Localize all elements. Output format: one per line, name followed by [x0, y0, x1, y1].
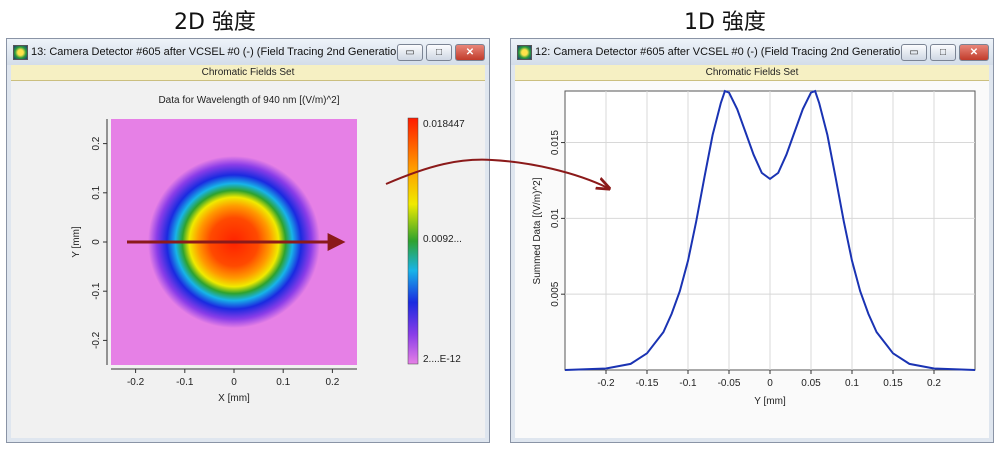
y-tick-label: 0.005 — [550, 281, 561, 306]
x-tick-label: -0.1 — [176, 377, 194, 388]
y-tick-label: -0.1 — [91, 282, 102, 300]
x-tick-label: 0.2 — [325, 377, 339, 388]
title-bar[interactable]: 12: Camera Detector #605 after VCSEL #0 … — [511, 39, 993, 65]
x-tick-label: 0 — [767, 378, 773, 389]
y-tick-label: 0.2 — [91, 136, 102, 150]
title-bar[interactable]: 13: Camera Detector #605 after VCSEL #0 … — [7, 39, 489, 65]
minimize-button[interactable]: ▭ — [397, 44, 423, 61]
x-tick-label: -0.15 — [636, 378, 659, 389]
heatmap-chart[interactable]: Data for Wavelength of 940 nm [(V/m)^2] … — [11, 81, 487, 436]
heading-2d: 2D 強度 — [174, 10, 256, 35]
plot-area-1d: -0.2 -0.15 -0.1 -0.05 0 0.05 0.1 0.15 0.2 0.005 0.… — [515, 81, 989, 438]
x-tick-label: 0.1 — [845, 378, 859, 389]
maximize-button[interactable]: □ — [930, 44, 956, 61]
plot-area-2d: Data for Wavelength of 940 nm [(V/m)^2] … — [11, 81, 485, 438]
y-tick-label: 0.015 — [550, 130, 561, 155]
x-tick-label: -0.05 — [718, 378, 741, 389]
colorbar-mid-label: 0.0092... — [423, 234, 462, 245]
x-tick-label: -0.2 — [597, 378, 615, 389]
chromatic-fields-bar: Chromatic Fields Set — [11, 65, 485, 81]
heading-1d: 1D 強度 — [684, 10, 766, 35]
y-tick-label: -0.2 — [91, 331, 102, 349]
colorbar-min-label: 2....E-12 — [423, 354, 461, 365]
y-axis-label: Summed Data [(V/m)^2] — [532, 177, 543, 284]
x-tick-label: 0.15 — [883, 378, 903, 389]
x-tick-label: 0.2 — [927, 378, 941, 389]
window-2d-intensity[interactable]: 13: Camera Detector #605 after VCSEL #0 … — [6, 38, 490, 443]
close-button[interactable]: ✕ — [455, 44, 485, 61]
app-icon — [517, 45, 532, 60]
window-title: 13: Camera Detector #605 after VCSEL #0 … — [31, 46, 406, 58]
x-axis-label: X [mm] — [218, 393, 250, 404]
minimize-button[interactable]: ▭ — [901, 44, 927, 61]
app-icon — [13, 45, 28, 60]
plot-title: Data for Wavelength of 940 nm [(V/m)^2] — [158, 95, 339, 106]
window-1d-intensity[interactable]: 12: Camera Detector #605 after VCSEL #0 … — [510, 38, 994, 443]
x-axis-label: Y [mm] — [754, 396, 786, 407]
x-tick-label: 0.1 — [276, 377, 290, 388]
y-axis-label: Y [mm] — [71, 226, 82, 258]
x-tick-label: 0 — [231, 377, 237, 388]
x-tick-label: -0.1 — [679, 378, 697, 389]
y-tick-label: 0.01 — [550, 208, 561, 228]
summed-data-line — [564, 89, 976, 371]
line-chart[interactable]: -0.2 -0.15 -0.1 -0.05 0 0.05 0.1 0.15 0.2 0.005 0.… — [515, 81, 991, 436]
y-tick-label: 0.1 — [91, 185, 102, 199]
colorbar-max-label: 0.018447 — [423, 119, 465, 130]
x-tick-label: -0.2 — [127, 377, 145, 388]
colorbar — [407, 117, 419, 365]
close-button[interactable]: ✕ — [959, 44, 989, 61]
window-title: 12: Camera Detector #605 after VCSEL #0 … — [535, 46, 910, 58]
chromatic-fields-bar: Chromatic Fields Set — [515, 65, 989, 81]
x-tick-label: 0.05 — [801, 378, 821, 389]
maximize-button[interactable]: □ — [426, 44, 452, 61]
y-tick-label: 0 — [91, 239, 102, 245]
